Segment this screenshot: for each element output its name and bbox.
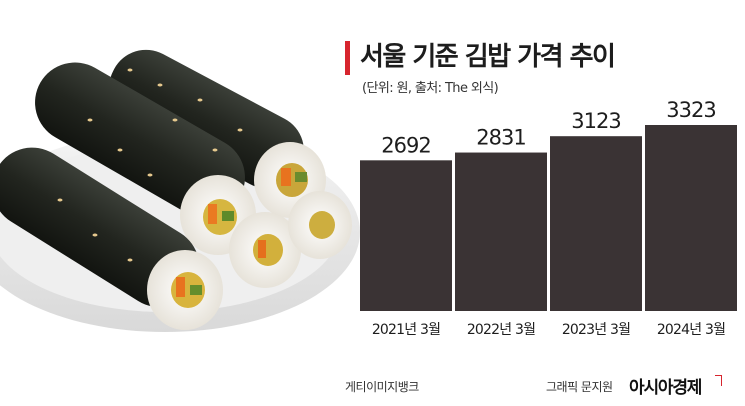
category-label: 2023년 3월 bbox=[562, 322, 630, 338]
photo-credit: 게티이미지뱅크 bbox=[345, 380, 419, 394]
publisher-logo: 아시아경제 bbox=[629, 378, 702, 398]
bar-value-label: 3323 bbox=[666, 98, 715, 122]
logo-mark-icon bbox=[715, 375, 722, 386]
bar-value-label: 2831 bbox=[476, 126, 525, 150]
bar bbox=[645, 125, 737, 311]
gimbap-photo bbox=[0, 49, 360, 332]
graphic-credit: 그래픽 문지원 bbox=[546, 380, 613, 394]
bar bbox=[455, 152, 547, 311]
bar bbox=[550, 136, 642, 311]
bar-value-label: 2692 bbox=[381, 133, 430, 157]
bar-value-label: 3123 bbox=[571, 109, 620, 133]
category-label: 2022년 3월 bbox=[467, 322, 535, 338]
bar bbox=[360, 160, 452, 311]
title-accent-bar bbox=[345, 41, 350, 75]
chart-subtitle: (단위: 원, 출처: The 외식) bbox=[362, 81, 499, 96]
category-label: 2021년 3월 bbox=[372, 322, 440, 338]
chart-title: 서울 기준 김밥 가격 추이 bbox=[360, 42, 616, 72]
category-label: 2024년 3월 bbox=[657, 322, 725, 338]
